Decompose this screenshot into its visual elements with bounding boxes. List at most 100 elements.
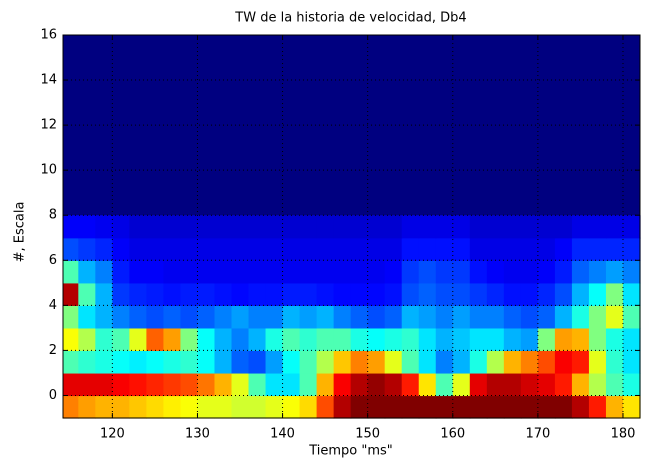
- heatmap-cell: [180, 305, 199, 329]
- heatmap-cell: [520, 260, 539, 284]
- heatmap-cell: [163, 327, 182, 352]
- heatmap-cell: [605, 395, 624, 419]
- heatmap-cell: [95, 282, 113, 306]
- heatmap-cell: [129, 260, 148, 284]
- heatmap-cell: [486, 215, 505, 239]
- heatmap-cell: [435, 395, 454, 419]
- heatmap-cell: [265, 350, 284, 374]
- heatmap-cell: [214, 215, 233, 239]
- heatmap-cell: [469, 282, 488, 306]
- heatmap-cell: [282, 372, 301, 397]
- heatmap-cell: [214, 260, 233, 284]
- heatmap-cell: [554, 305, 573, 329]
- heatmap-cell: [231, 260, 250, 284]
- heatmap-cell: [95, 350, 113, 374]
- heatmap-cell: [537, 282, 556, 306]
- y-tick-label: 14: [40, 73, 57, 88]
- heatmap-cell: [231, 237, 250, 261]
- heatmap-cell: [503, 237, 522, 261]
- x-tick-label: 180: [611, 427, 636, 442]
- heatmap-cell: [452, 372, 471, 397]
- heatmap-cell: [554, 260, 573, 284]
- heatmap-cell: [95, 215, 113, 239]
- heatmap-cell: [588, 237, 607, 261]
- heatmap-cell: [78, 350, 96, 374]
- heatmap-cell: [605, 350, 624, 374]
- heatmap-cell: [401, 327, 420, 352]
- heatmap-cell: [180, 215, 199, 239]
- heatmap-cell: [452, 282, 471, 306]
- heatmap-cell: [571, 237, 590, 261]
- heatmap-cell: [333, 282, 352, 306]
- heatmap-cell: [231, 350, 250, 374]
- heatmap-cell: [401, 372, 420, 397]
- heatmap-cell: [622, 215, 641, 239]
- heatmap-cell: [112, 327, 130, 352]
- heatmap-cell: [537, 215, 556, 239]
- heatmap-cell: [180, 350, 199, 374]
- heatmap-cell: [248, 237, 267, 261]
- heatmap-cell: [112, 395, 130, 419]
- heatmap-cell: [384, 260, 403, 284]
- y-tick-label: 6: [49, 253, 57, 268]
- heatmap-cell: [469, 395, 488, 419]
- heatmap-cell: [452, 237, 471, 261]
- x-axis-label: Tiempo "ms": [308, 444, 393, 459]
- heatmap-cell: [520, 237, 539, 261]
- heatmap-cell: [265, 372, 284, 397]
- heatmap-cell: [435, 372, 454, 397]
- heatmap-cell: [112, 215, 130, 239]
- heatmap-cell: [469, 372, 488, 397]
- heatmap-cell: [231, 305, 250, 329]
- heatmap-cell: [503, 372, 522, 397]
- heatmap-cell: [571, 327, 590, 352]
- x-tick-label: 170: [525, 427, 550, 442]
- heatmap-cell: [571, 395, 590, 419]
- heatmap-cell: [537, 372, 556, 397]
- heatmap-cell: [452, 305, 471, 329]
- heatmap-cell: [588, 305, 607, 329]
- heatmap-cell: [78, 260, 96, 284]
- heatmap-cell: [537, 305, 556, 329]
- heatmap-cell: [146, 282, 165, 306]
- heatmap-cell: [214, 350, 233, 374]
- heatmap-cell: [146, 260, 165, 284]
- heatmap-cell: [571, 350, 590, 374]
- heatmap-cell: [537, 327, 556, 352]
- heatmap-cell: [112, 350, 130, 374]
- heatmap-cell: [316, 237, 335, 261]
- x-tick-label: 140: [270, 427, 295, 442]
- heatmap-cell: [214, 372, 233, 397]
- heatmap-cell: [605, 305, 624, 329]
- heatmap-cell: [299, 372, 318, 397]
- heatmap-cell: [367, 215, 386, 239]
- heatmap-cell: [588, 282, 607, 306]
- heatmap-cell: [367, 372, 386, 397]
- heatmap-cell: [384, 237, 403, 261]
- heatmap-cell: [486, 282, 505, 306]
- heatmap-cell: [452, 395, 471, 419]
- heatmap-cell: [571, 260, 590, 284]
- heatmap-cell: [95, 327, 113, 352]
- heatmap-cell: [622, 305, 641, 329]
- heatmap-cell: [333, 350, 352, 374]
- heatmap-cell: [197, 215, 216, 239]
- heatmap-cell: [163, 350, 182, 374]
- heatmap-cell: [537, 395, 556, 419]
- heatmap-cell: [180, 372, 199, 397]
- heatmap-cell: [622, 372, 641, 397]
- heatmap-cell: [146, 237, 165, 261]
- heatmap-cell: [418, 282, 437, 306]
- heatmap-cell: [520, 305, 539, 329]
- heatmap-cell: [197, 260, 216, 284]
- heatmap-cell: [63, 305, 79, 329]
- heatmap-cell: [316, 350, 335, 374]
- heatmap-cell: [282, 305, 301, 329]
- heatmap-cell: [299, 327, 318, 352]
- heatmap-cell: [435, 260, 454, 284]
- heatmap-cell: [571, 305, 590, 329]
- heatmap-cell: [163, 260, 182, 284]
- heatmap-cell: [333, 395, 352, 419]
- heatmap-cell: [367, 395, 386, 419]
- heatmap-cell: [265, 237, 284, 261]
